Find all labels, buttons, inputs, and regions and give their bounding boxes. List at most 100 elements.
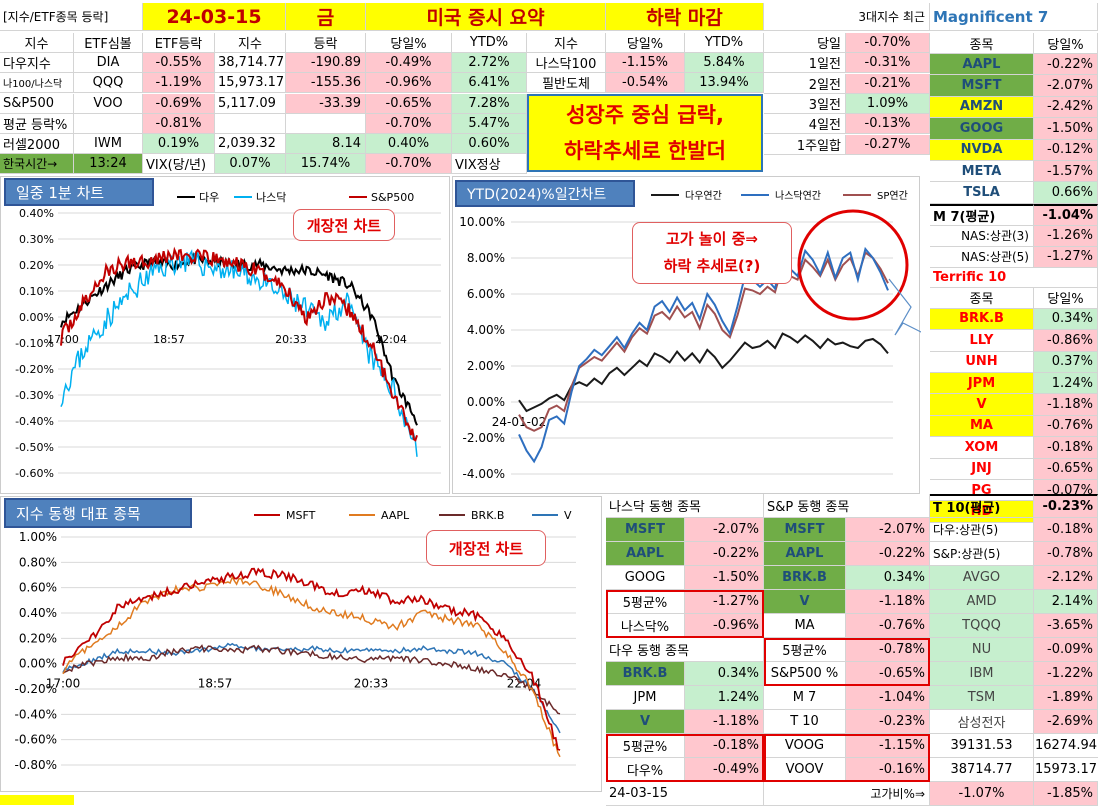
nas-corr-label: NAS:상관(3) — [930, 225, 1034, 247]
peers-foot-date: 24-03-15 — [606, 782, 764, 806]
x-tick-label: 18:57 — [153, 333, 185, 346]
summary-cell: 평균 등락% — [0, 114, 74, 134]
dow-peer-change: 1.24% — [685, 686, 764, 710]
level-dow: 39131.53 — [930, 734, 1034, 758]
level-nas: 15973.17 — [1034, 758, 1098, 782]
nas-peer-change: -0.96% — [685, 614, 764, 638]
col-header: ETF등락 — [143, 33, 215, 53]
summary-cell: -1.15% — [606, 53, 685, 73]
y-tick-label: 0.00% — [467, 395, 505, 409]
t10-symbol: BRK.B — [930, 308, 1034, 331]
extra-change: -3.65% — [1034, 614, 1098, 638]
m7-change: -2.07% — [1034, 75, 1098, 97]
nas-peer-change: -1.50% — [685, 566, 764, 590]
m7-avg-value: -1.04% — [1034, 203, 1098, 226]
sp-peer-symbol: BRK.B — [764, 566, 846, 590]
extra-change: -2.69% — [1034, 710, 1098, 734]
m7-symbol: NVDA — [930, 139, 1034, 161]
highlight-circle — [797, 209, 909, 321]
y-tick-label: 6.00% — [467, 287, 505, 301]
peer-stocks-chart-svg: 1.00% 0.80% 0.60% 0.40% 0.20% 0.00% -0.20% -0.4… — [15, 509, 576, 772]
extra-symbol: TQQQ — [930, 614, 1034, 638]
sp-peer-change: -0.65% — [846, 662, 930, 686]
summary-cell: -0.96% — [366, 73, 452, 93]
legend-label: 다우 — [199, 191, 219, 204]
chart2-note: 고가 놀이 중⇒ 하락 추세로(?) — [632, 222, 792, 284]
summary-cell: -0.54% — [606, 73, 685, 93]
summary-cell: 38,714.77 — [215, 53, 286, 73]
extra-change: -1.89% — [1034, 686, 1098, 710]
t10-avg-value: -0.23% — [1034, 494, 1098, 518]
nas-peer-symbol: MSFT — [606, 518, 685, 542]
dow-corr-value: -0.18% — [1034, 518, 1098, 542]
nas-peer-symbol: AAPL — [606, 542, 685, 566]
y-tick-label: 0.30% — [19, 233, 54, 246]
dow-corr-label: S&P:상관(5) — [930, 542, 1034, 566]
dow-peer-change: 0.34% — [685, 662, 764, 686]
recent-day-value: -0.31% — [846, 53, 930, 74]
m7-change: 0.66% — [1034, 182, 1098, 204]
t10-symbol: JPM — [930, 373, 1034, 395]
sp-peer-symbol: AAPL — [764, 542, 846, 566]
sp-peer-change: -1.04% — [846, 686, 930, 710]
m7-label: Magnificent 7 — [930, 3, 1098, 31]
y-tick-label: -0.50% — [15, 441, 54, 454]
trend-arrow — [888, 278, 936, 340]
recent-day-label: 1주일합 — [764, 134, 846, 155]
y-tick-label: 0.00% — [19, 657, 57, 671]
t10-avg-label: T 10(평균) — [930, 494, 1034, 518]
y-tick-label: 8.00% — [467, 251, 505, 265]
summary-cell: VIX(당/년) — [143, 154, 215, 174]
x-tick-label: 17:00 — [46, 677, 81, 691]
sp-peer-change: 0.34% — [846, 566, 930, 590]
sp-peer-symbol: S&P500 % — [764, 662, 846, 686]
summary-cell: 5,117.09 — [215, 94, 286, 114]
y-tick-label: 0.20% — [19, 259, 54, 272]
series-line-dow — [60, 251, 418, 426]
summary-cell: 한국시간→ — [0, 154, 74, 174]
recent-day-value: -0.21% — [846, 73, 930, 94]
summary-cell: -0.70% — [366, 114, 452, 134]
y-tick-label: 0.40% — [19, 207, 54, 220]
summary-cell: 0.19% — [143, 134, 215, 154]
m7-change: -1.57% — [1034, 161, 1098, 183]
extra-change: -2.12% — [1034, 566, 1098, 590]
summary-cell: DIA — [74, 53, 143, 73]
summary-cell: 러셀2000 — [0, 134, 74, 154]
dow-peer-symbol: 5평균% — [606, 734, 685, 758]
y-tick-label: -0.60% — [15, 467, 54, 480]
summary-cell — [74, 114, 143, 134]
sp-peer-change: -2.07% — [846, 518, 930, 542]
nas-peer-change: -0.22% — [685, 542, 764, 566]
nas-peer-symbol: 나스닥% — [606, 614, 685, 638]
col-header: 등락 — [286, 33, 366, 53]
t10-symbol: LLY — [930, 330, 1034, 352]
col-header: 지수 — [527, 33, 606, 53]
t10-title: Terrific 10 — [930, 267, 1098, 288]
m7-symbol: META — [930, 161, 1034, 183]
summary-cell: 8.14 — [286, 134, 366, 154]
extra-symbol: AMD — [930, 590, 1034, 614]
peer-stocks-chart: 1.00% 0.80% 0.60% 0.40% 0.20% 0.00% -0.20% -0.4… — [0, 496, 602, 792]
summary-cell: -0.65% — [366, 94, 452, 114]
sp-peer-change: -1.18% — [846, 590, 930, 614]
summary-cell: 다우지수 — [0, 53, 74, 73]
legend-label: SP연간 — [877, 190, 908, 202]
headline-box: 성장주 중심 급락, 하락추세로 한발더 — [527, 94, 763, 172]
col-header: 당일% — [366, 33, 452, 53]
m7-change: -1.50% — [1034, 118, 1098, 140]
headline-line-1: 성장주 중심 급락, — [566, 103, 724, 127]
sp-peer-symbol: MA — [764, 614, 846, 638]
sp-peer-change: -0.16% — [846, 758, 930, 782]
chart2-note-line-1: 고가 놀이 중⇒ — [665, 230, 758, 248]
dow-peer-change: -1.18% — [685, 710, 764, 734]
t10-symbol: MA — [930, 415, 1034, 438]
legend-label: 나스닥 — [256, 191, 286, 204]
recent-day-label: 2일전 — [764, 73, 846, 94]
t10-symbol: V — [930, 394, 1034, 416]
recent-day-value: -0.70% — [846, 33, 930, 53]
sp-peer-change: -0.76% — [846, 614, 930, 638]
t10-change: -1.18% — [1034, 394, 1098, 416]
t10-change: 0.37% — [1034, 351, 1098, 373]
y-tick-label: 0.80% — [19, 555, 57, 569]
